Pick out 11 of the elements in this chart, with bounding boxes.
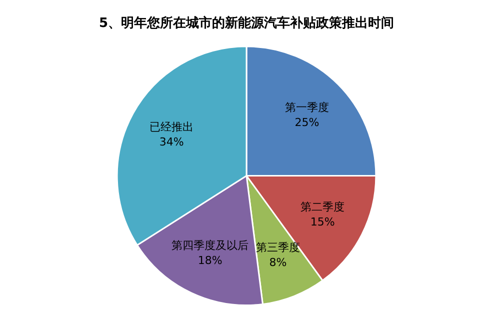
data-label: 15%: [310, 215, 335, 228]
chart-title: 5、明年您所在城市的新能源汽车补贴政策推出时间: [98, 15, 394, 32]
data-label: 8%: [269, 256, 287, 270]
slice-label: 第一季度: [284, 101, 329, 114]
slice-label: 第三季度: [256, 241, 300, 254]
data-label: 34%: [159, 136, 184, 148]
data-label: 18%: [198, 254, 222, 267]
slice-label: 第二季度: [300, 200, 345, 214]
slice-label: 第四季度及以后: [172, 238, 249, 252]
data-label: 25%: [294, 116, 320, 130]
slice-label: 已经推出: [150, 120, 194, 134]
